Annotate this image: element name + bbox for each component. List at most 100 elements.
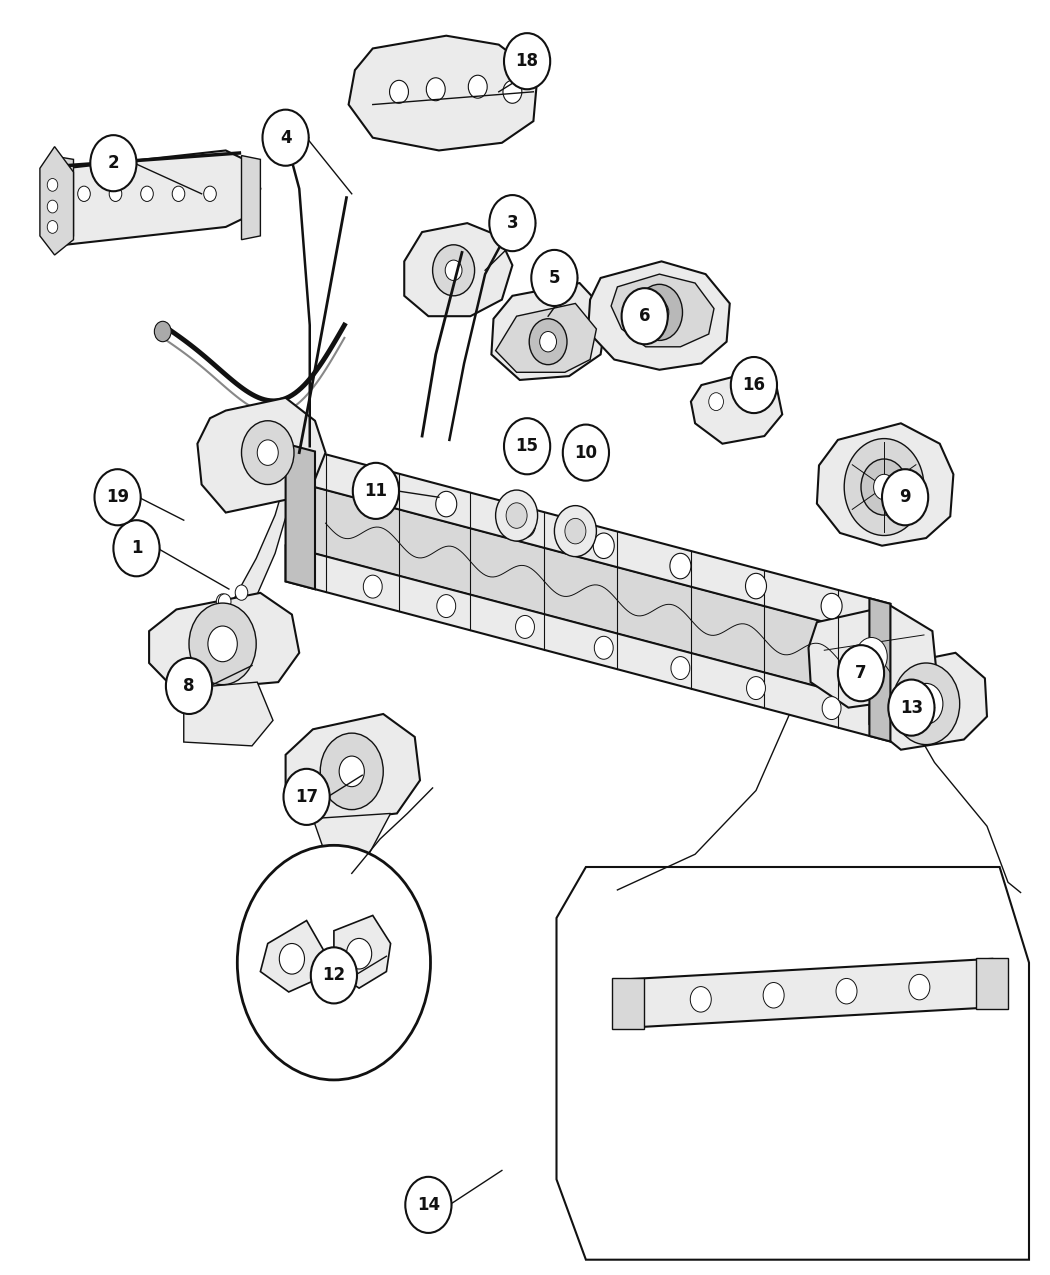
Polygon shape bbox=[223, 479, 286, 668]
Polygon shape bbox=[184, 682, 273, 746]
Circle shape bbox=[166, 658, 212, 714]
Circle shape bbox=[218, 594, 231, 609]
Circle shape bbox=[320, 733, 383, 810]
Polygon shape bbox=[404, 223, 512, 316]
Circle shape bbox=[861, 459, 907, 515]
Circle shape bbox=[90, 135, 136, 191]
Circle shape bbox=[437, 594, 456, 617]
Circle shape bbox=[489, 195, 536, 251]
Polygon shape bbox=[286, 546, 890, 742]
Circle shape bbox=[892, 663, 960, 745]
Polygon shape bbox=[334, 915, 391, 988]
Text: 18: 18 bbox=[516, 52, 539, 70]
Text: 2: 2 bbox=[107, 154, 120, 172]
Circle shape bbox=[909, 974, 930, 1000]
Circle shape bbox=[346, 938, 372, 969]
Text: 7: 7 bbox=[855, 664, 867, 682]
Circle shape bbox=[821, 593, 842, 618]
Circle shape bbox=[622, 288, 668, 344]
Circle shape bbox=[113, 520, 160, 576]
Text: 4: 4 bbox=[279, 129, 292, 147]
Circle shape bbox=[554, 506, 596, 557]
Circle shape bbox=[746, 574, 766, 599]
Polygon shape bbox=[628, 959, 994, 1028]
Circle shape bbox=[109, 186, 122, 201]
Circle shape bbox=[445, 260, 462, 280]
Polygon shape bbox=[588, 261, 730, 370]
Text: 5: 5 bbox=[549, 269, 560, 287]
Polygon shape bbox=[286, 479, 890, 706]
Polygon shape bbox=[691, 372, 782, 444]
Circle shape bbox=[888, 680, 934, 736]
Text: 16: 16 bbox=[742, 376, 765, 394]
Circle shape bbox=[593, 533, 614, 558]
Polygon shape bbox=[149, 593, 299, 691]
Circle shape bbox=[731, 357, 777, 413]
Circle shape bbox=[650, 301, 669, 324]
Polygon shape bbox=[556, 867, 1029, 1260]
Circle shape bbox=[529, 319, 567, 365]
Circle shape bbox=[909, 683, 943, 724]
Polygon shape bbox=[869, 653, 987, 750]
Circle shape bbox=[237, 845, 430, 1080]
Polygon shape bbox=[611, 274, 714, 347]
Circle shape bbox=[279, 944, 304, 974]
Polygon shape bbox=[808, 606, 937, 708]
Circle shape bbox=[747, 677, 765, 700]
Text: 19: 19 bbox=[106, 488, 129, 506]
Circle shape bbox=[504, 418, 550, 474]
Circle shape bbox=[636, 284, 682, 340]
Polygon shape bbox=[349, 36, 538, 150]
Circle shape bbox=[690, 987, 711, 1012]
Polygon shape bbox=[260, 921, 323, 992]
Circle shape bbox=[436, 491, 457, 516]
Circle shape bbox=[311, 947, 357, 1003]
Circle shape bbox=[506, 502, 527, 528]
Circle shape bbox=[242, 421, 294, 484]
Circle shape bbox=[204, 186, 216, 201]
Circle shape bbox=[836, 978, 857, 1003]
Text: 9: 9 bbox=[899, 488, 911, 506]
Circle shape bbox=[426, 78, 445, 101]
Polygon shape bbox=[40, 147, 74, 255]
Circle shape bbox=[709, 393, 723, 411]
Text: 14: 14 bbox=[417, 1196, 440, 1214]
Circle shape bbox=[339, 756, 364, 787]
Text: 13: 13 bbox=[900, 699, 923, 717]
Text: 17: 17 bbox=[295, 788, 318, 806]
Circle shape bbox=[594, 636, 613, 659]
Circle shape bbox=[531, 250, 578, 306]
Circle shape bbox=[353, 463, 399, 519]
Circle shape bbox=[154, 321, 171, 342]
Circle shape bbox=[740, 389, 755, 407]
Circle shape bbox=[503, 80, 522, 103]
Circle shape bbox=[47, 179, 58, 191]
Text: 1: 1 bbox=[131, 539, 142, 557]
Circle shape bbox=[189, 603, 256, 685]
Circle shape bbox=[433, 245, 475, 296]
Polygon shape bbox=[491, 283, 607, 380]
Circle shape bbox=[141, 186, 153, 201]
Circle shape bbox=[671, 657, 690, 680]
Text: 15: 15 bbox=[516, 437, 539, 455]
Circle shape bbox=[172, 186, 185, 201]
Circle shape bbox=[390, 80, 408, 103]
Circle shape bbox=[540, 332, 557, 352]
Circle shape bbox=[856, 638, 887, 676]
Circle shape bbox=[565, 519, 586, 544]
Polygon shape bbox=[313, 813, 391, 861]
Circle shape bbox=[78, 186, 90, 201]
Circle shape bbox=[838, 645, 884, 701]
Text: 12: 12 bbox=[322, 966, 345, 984]
Circle shape bbox=[47, 221, 58, 233]
Polygon shape bbox=[52, 150, 260, 245]
FancyBboxPatch shape bbox=[612, 978, 644, 1029]
Polygon shape bbox=[286, 714, 420, 822]
Polygon shape bbox=[286, 444, 315, 589]
Polygon shape bbox=[197, 398, 326, 513]
Polygon shape bbox=[242, 156, 260, 240]
Circle shape bbox=[670, 553, 691, 579]
Polygon shape bbox=[869, 598, 890, 742]
Circle shape bbox=[208, 626, 237, 662]
Circle shape bbox=[504, 33, 550, 89]
